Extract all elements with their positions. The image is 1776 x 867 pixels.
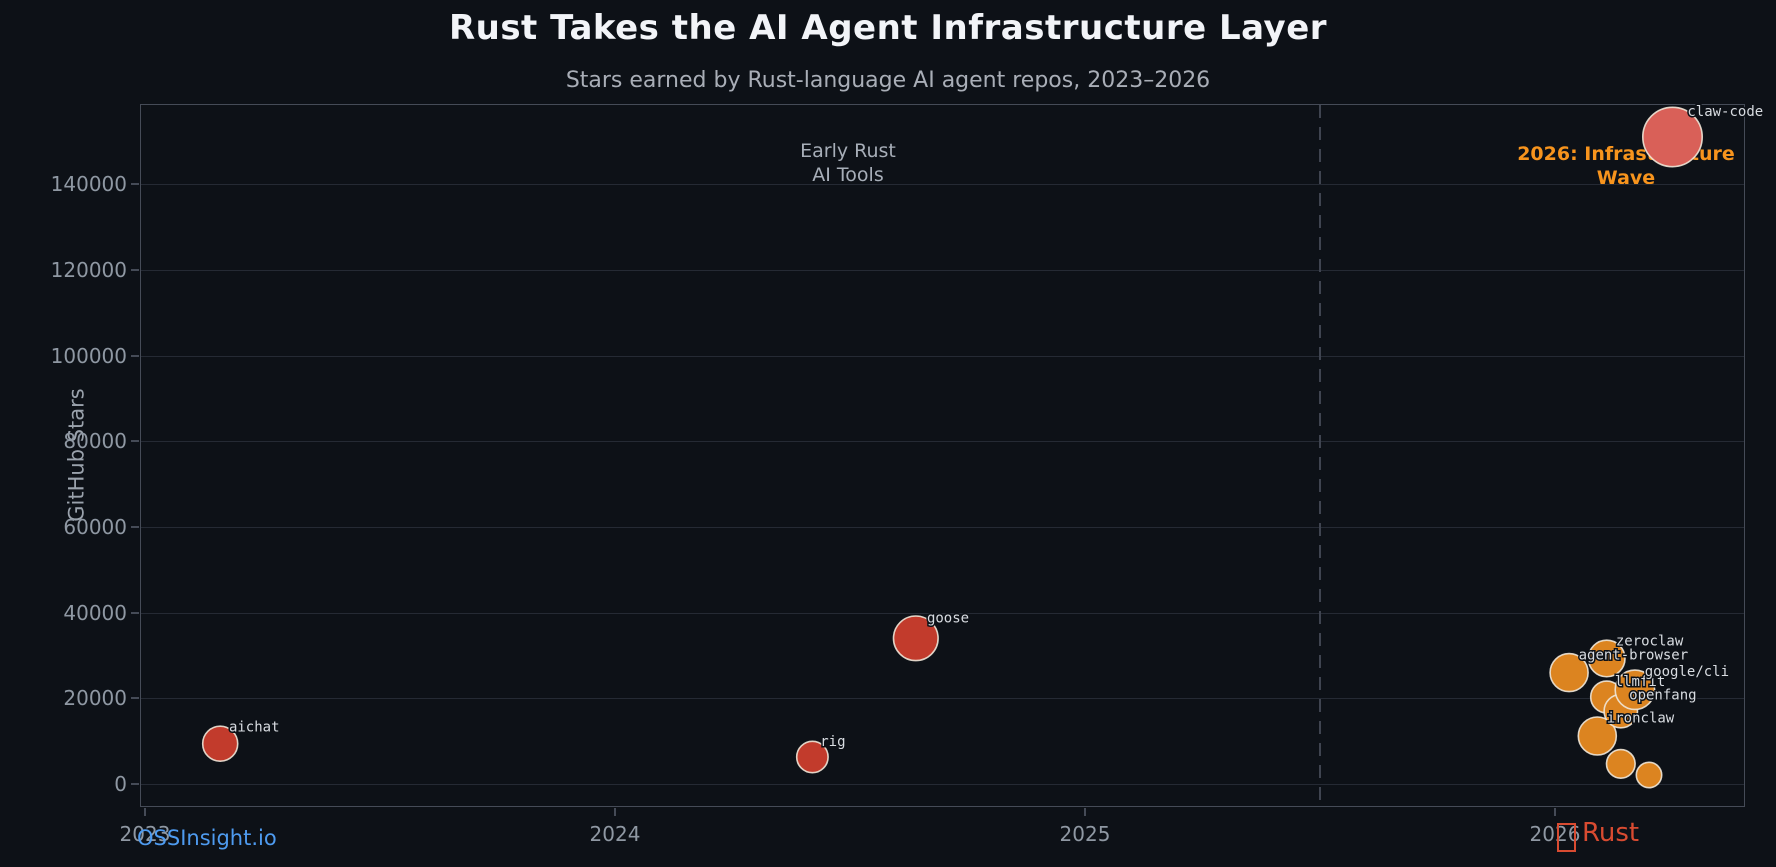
- y-tick-label-20000: 20000: [63, 686, 127, 711]
- x-tick-label-2024: 2024: [589, 822, 641, 846]
- annotation-infra-wave-line2: Wave: [1596, 167, 1656, 189]
- y-tick-label-140000: 140000: [50, 172, 127, 197]
- annotation-early-rust-line2: AI Tools: [812, 164, 884, 186]
- bubble-label-google/cli: google/cli: [1645, 664, 1729, 680]
- bubble-label-claw-code: claw-code: [1687, 104, 1763, 120]
- chart-title: Rust Takes the AI Agent Infrastructure L…: [448, 8, 1328, 48]
- bubble-claw-code[interactable]: [1642, 106, 1704, 168]
- x-tick-mark-2025: [1084, 808, 1086, 816]
- bubble-label-openfang: openfang: [1629, 687, 1696, 703]
- y-tick-mark-80000: [131, 440, 139, 443]
- phase-divider-line: [1319, 105, 1321, 806]
- bubble-label-rig: rig: [820, 734, 845, 750]
- y-tick-mark-0: [131, 783, 139, 785]
- bubble-label-goose: goose: [927, 611, 969, 627]
- x-tick-mark-2024: [614, 808, 616, 816]
- y-tick-label-100000: 100000: [50, 343, 127, 368]
- bubble-unlabeled-10[interactable]: [1635, 761, 1663, 789]
- x-tick-mark-2026: [1554, 808, 1556, 816]
- crab-icon: [1557, 822, 1576, 852]
- bubble-layer: aichat rig goose agent-browser ironclaw zeroc…: [201, 103, 1765, 789]
- gridline-y-100000: [141, 355, 1744, 357]
- gridline-y-80000: [141, 441, 1744, 443]
- y-tick-mark-40000: [131, 611, 139, 614]
- bubble-label-zeroclaw: zeroclaw: [1616, 634, 1684, 650]
- gridline-y-40000: [141, 612, 1744, 614]
- y-tick-label-40000: 40000: [63, 600, 127, 625]
- chart-subtitle: Stars earned by Rust-language AI agent r…: [565, 68, 1211, 93]
- annotation-early-rust: Early Rust AI Tools: [800, 139, 896, 187]
- bubble-label-ironclaw: ironclaw: [1607, 711, 1675, 727]
- annotation-early-rust-line1: Early Rust: [800, 140, 896, 162]
- bubble-label-llmfit: llmfit: [1615, 674, 1666, 690]
- y-tick-label-60000: 60000: [63, 514, 127, 539]
- plot-area: Early Rust AI Tools 2026: Infrastructure…: [51, 103, 1765, 846]
- bubble-agent-browser[interactable]: [1549, 652, 1589, 693]
- y-tick-mark-120000: [131, 268, 139, 271]
- bubble-label-agent-browser: agent-browser: [1579, 647, 1689, 663]
- y-tick-label-120000: 120000: [50, 257, 127, 282]
- ossinsight-link[interactable]: OSSInsight.io: [137, 826, 277, 850]
- bubble-zeroclaw[interactable]: [1587, 639, 1626, 678]
- bubble-rig[interactable]: [795, 740, 829, 774]
- y-tick-label-0: 0: [114, 772, 127, 796]
- bubble-label-aichat: aichat: [229, 719, 280, 735]
- y-axis-title: GitHub Stars: [64, 388, 89, 522]
- x-tick-mark-2023: [144, 808, 146, 816]
- bubble-unlabeled-8[interactable]: [1605, 748, 1636, 779]
- rust-badge-label: Rust: [1582, 818, 1640, 848]
- gridline-y-20000: [141, 698, 1744, 700]
- gridline-y-140000: [141, 184, 1744, 186]
- x-tick-label-2026: 2026: [1529, 822, 1581, 846]
- bubble-ironclaw[interactable]: [1577, 716, 1618, 756]
- gridline-y-60000: [141, 526, 1744, 528]
- rust-badge: Rust: [1557, 818, 1640, 852]
- gridline-y-0: [141, 784, 1744, 785]
- bubble-aichat[interactable]: [201, 725, 239, 763]
- y-tick-mark-20000: [131, 697, 139, 700]
- bubble-google/cli[interactable]: [1614, 669, 1656, 711]
- gridline-y-120000: [141, 269, 1744, 271]
- y-tick-label-80000: 80000: [63, 429, 127, 454]
- x-tick-label-2023: 2023: [119, 822, 171, 846]
- bubble-goose[interactable]: [892, 615, 939, 662]
- x-tick-label-2025: 2025: [1059, 822, 1111, 846]
- y-tick-mark-140000: [131, 183, 139, 186]
- y-tick-mark-60000: [131, 525, 139, 528]
- y-tick-mark-100000: [131, 354, 139, 357]
